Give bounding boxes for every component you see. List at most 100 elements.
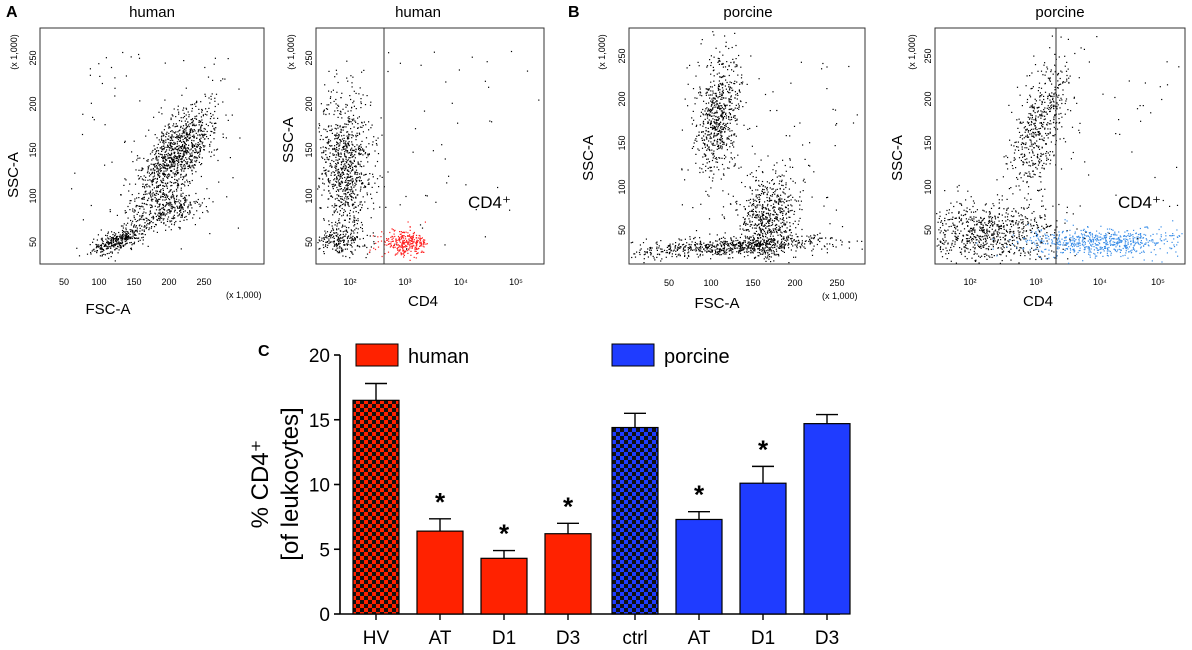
scatter-point: [353, 207, 355, 209]
scatter-point: [414, 247, 416, 249]
scatter-point: [413, 233, 415, 235]
scatter-point: [168, 154, 170, 156]
scatter-point: [401, 253, 403, 255]
scatter-point: [408, 244, 410, 246]
scatter-point: [183, 203, 185, 205]
scatter-point: [344, 205, 346, 207]
scatter-point: [703, 153, 706, 155]
scatter-point: [373, 208, 375, 210]
scatter-point: [763, 258, 765, 260]
scatter-point: [715, 94, 717, 96]
scatter-point: [189, 134, 191, 136]
scatter-point: [103, 249, 105, 251]
scatter-point: [362, 182, 364, 185]
scatter-point: [765, 241, 767, 243]
scatter-point: [722, 63, 724, 65]
scatter-point: [183, 154, 186, 156]
scatter-point: [149, 190, 152, 192]
scatter-point: [327, 141, 329, 143]
scatter-point: [109, 251, 112, 253]
scatter-point: [769, 256, 771, 258]
scatter-point: [691, 117, 693, 119]
scatter-point: [405, 241, 407, 244]
scatter-point: [336, 178, 338, 180]
scatter-point: [774, 199, 776, 202]
scatter-point: [374, 248, 377, 251]
scatter-point: [709, 250, 711, 252]
scatter-point: [189, 166, 191, 169]
scatter-point: [349, 134, 351, 136]
scatter-point: [178, 178, 180, 180]
scatter-point: [416, 240, 418, 242]
scatter-point: [131, 229, 133, 231]
scatter-point: [359, 126, 362, 128]
scatter-point: [195, 200, 197, 202]
scatter-point: [721, 83, 723, 86]
scatter-point: [194, 125, 196, 127]
scatter-point: [119, 237, 121, 239]
scatter-point: [166, 176, 168, 178]
scatter-point: [708, 131, 710, 133]
scatter-point: [778, 220, 780, 222]
scatter-point: [325, 244, 327, 246]
scatter-point: [342, 250, 344, 252]
scatter-point: [129, 233, 131, 235]
scatter-point: [99, 244, 101, 246]
scatter-point: [203, 127, 205, 130]
scatter-point: [165, 204, 167, 206]
scatter-point: [115, 240, 117, 242]
scatter-point: [326, 158, 328, 160]
scatter-point: [181, 133, 183, 135]
scatter-point: [155, 156, 157, 159]
scatter-point: [138, 53, 140, 56]
scatter-point: [679, 255, 681, 257]
scatter-point: [132, 161, 134, 163]
scatter-point: [365, 146, 367, 148]
scatter-point: [716, 161, 719, 163]
scatter-point: [342, 239, 344, 241]
scatter-point: [323, 237, 325, 239]
scatter-point: [716, 133, 718, 135]
scatter-point: [184, 143, 186, 145]
scatter-point: [201, 111, 203, 113]
scatter-point: [162, 141, 164, 144]
scatter-point: [740, 66, 742, 68]
scatter-point: [344, 142, 346, 144]
scatter-point: [785, 186, 787, 189]
scatter-point: [765, 234, 767, 236]
scatter-point: [166, 165, 168, 167]
scatter-point: [362, 196, 364, 198]
scatter-point: [155, 192, 157, 194]
scatter-point: [358, 154, 360, 156]
x-multiplier: (x 1,000): [226, 290, 262, 300]
scatter-point: [171, 135, 173, 137]
scatter-point: [414, 246, 416, 248]
scatter-point: [331, 165, 333, 168]
scatter-point: [743, 124, 745, 126]
scatter-point: [328, 170, 330, 172]
scatter-point: [332, 236, 334, 239]
scatter-point: [167, 157, 169, 159]
scatter-point: [124, 234, 126, 236]
scatter-point: [776, 188, 778, 190]
scatter-point: [420, 238, 422, 240]
scatter-point: [337, 240, 339, 242]
scatter-point: [187, 167, 189, 170]
scatter-point: [118, 244, 121, 246]
scatter-point: [113, 240, 115, 242]
scatter-point: [753, 248, 755, 250]
scatter-point: [96, 250, 98, 252]
scatter-point: [338, 220, 340, 222]
scatter-point: [734, 245, 736, 247]
scatter-point: [173, 157, 175, 159]
scatter-point: [154, 154, 156, 156]
scatter-point: [710, 55, 712, 57]
scatter-point: [173, 168, 175, 170]
scatter-point: [218, 181, 220, 183]
scatter-point: [760, 230, 762, 232]
scatter-point: [350, 154, 352, 156]
scatter-point: [153, 226, 156, 228]
scatter-point: [150, 227, 152, 229]
scatter-point: [776, 162, 778, 164]
scatter-point: [730, 96, 732, 98]
